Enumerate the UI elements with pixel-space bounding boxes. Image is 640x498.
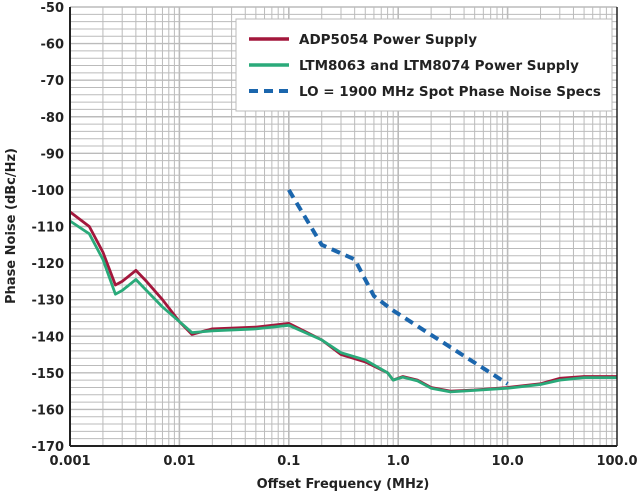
x-tick-label: 0.01: [163, 454, 195, 469]
y-tick-label: -130: [31, 294, 64, 309]
x-tick-label: 0.001: [49, 454, 90, 469]
series-line-1: [69, 210, 617, 393]
tick-labels: -50 -60 -70 -80 -90 -100 -110 -120 -130 -140 -150 -…: [31, 1, 637, 469]
x-tick-label: 1.0: [387, 454, 410, 469]
y-tick-label: -120: [31, 257, 64, 272]
grid: [69, 6, 617, 447]
y-tick-label: -90: [41, 147, 65, 162]
x-tick-label: 0.1: [277, 454, 300, 469]
y-tick-label: -170: [31, 440, 64, 455]
x-tick-label: 10.0: [492, 454, 524, 469]
y-tick-label: -160: [31, 403, 64, 418]
legend: ADP5054 Power Supply LTM8063 and LTM8074 …: [235, 18, 613, 112]
y-tick-label: -100: [31, 184, 64, 199]
series-layer: [69, 188, 617, 394]
series-line-2: [69, 219, 617, 394]
y-tick-label: -80: [41, 111, 65, 126]
y-tick-label: -150: [31, 367, 64, 382]
legend-label: ADP5054 Power Supply: [299, 32, 477, 48]
y-tick-label: -140: [31, 330, 64, 345]
x-axis-title: Offset Frequency (MHz): [257, 477, 430, 492]
y-tick-label: -50: [41, 1, 65, 16]
legend-box: [235, 18, 613, 112]
axes: [69, 7, 618, 447]
y-tick-label: -70: [41, 74, 65, 89]
series-line-3: [287, 188, 509, 386]
y-tick-label: -110: [31, 221, 64, 236]
y-tick-label: -60: [41, 38, 65, 53]
y-axis-title: Phase Noise (dBc/Hz): [4, 148, 19, 304]
legend-label: LTM8063 and LTM8074 Power Supply: [299, 58, 579, 74]
legend-label: LO = 1900 MHz Spot Phase Noise Specs: [299, 84, 601, 100]
x-tick-label: 100.0: [596, 454, 637, 469]
